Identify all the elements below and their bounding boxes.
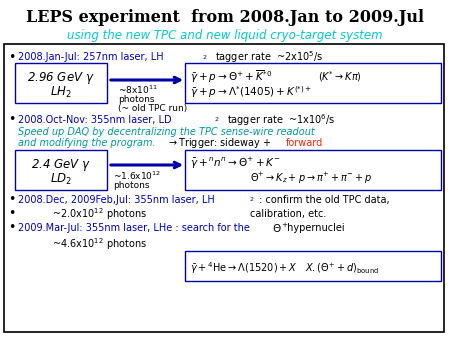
Text: ~4.6x10$^{12}$ photons: ~4.6x10$^{12}$ photons — [52, 236, 147, 252]
Text: •: • — [8, 193, 15, 207]
Text: 2008.Oct-Nov: 355nm laser, LD: 2008.Oct-Nov: 355nm laser, LD — [18, 115, 171, 125]
Text: using the new TPC and new liquid cryo-target system: using the new TPC and new liquid cryo-ta… — [67, 29, 383, 43]
Text: •: • — [8, 221, 15, 235]
Text: LEPS experiment  from 2008.Jan to 2009.Jul: LEPS experiment from 2008.Jan to 2009.Ju… — [26, 9, 424, 26]
Text: 2.96 GeV $\gamma$: 2.96 GeV $\gamma$ — [27, 70, 95, 86]
Text: $\bar{\gamma}+p\rightarrow\Lambda^{*}(1405)+K^{(*)+}$: $\bar{\gamma}+p\rightarrow\Lambda^{*}(14… — [190, 84, 312, 100]
Text: ~1.6x10$^{12}$: ~1.6x10$^{12}$ — [113, 170, 161, 182]
FancyBboxPatch shape — [15, 150, 107, 190]
Text: $\bar{\gamma}+^4\mathrm{He}\rightarrow\Lambda(1520)+X\quad X.(\Theta^{+}+d)_{\ma: $\bar{\gamma}+^4\mathrm{He}\rightarrow\L… — [190, 260, 379, 276]
Text: $_2$: $_2$ — [249, 195, 255, 204]
Text: $\Theta^+$: $\Theta^+$ — [272, 221, 289, 235]
Text: ~8x10$^{11}$: ~8x10$^{11}$ — [118, 84, 158, 96]
Text: and modifying the program.: and modifying the program. — [18, 138, 156, 148]
Text: 2008.Dec, 2009Feb,Jul: 355nm laser, LH: 2008.Dec, 2009Feb,Jul: 355nm laser, LH — [18, 195, 215, 205]
Text: $_2$: $_2$ — [202, 52, 207, 62]
FancyBboxPatch shape — [15, 63, 107, 103]
Text: 2008.Jan-Jul: 257nm laser, LH: 2008.Jan-Jul: 257nm laser, LH — [18, 52, 164, 62]
Text: (~ old TPC run): (~ old TPC run) — [118, 103, 187, 113]
Text: tagger rate  ~1x10$^6$/s: tagger rate ~1x10$^6$/s — [227, 112, 336, 128]
Text: •: • — [8, 208, 15, 220]
Text: $_2$: $_2$ — [214, 116, 220, 124]
Text: $LD_2$: $LD_2$ — [50, 171, 72, 187]
Text: calibration, etc.: calibration, etc. — [250, 209, 326, 219]
Text: $\rightarrow$Trigger: sideway +: $\rightarrow$Trigger: sideway + — [160, 136, 273, 150]
Text: tagger rate  ~2x10$^5$/s: tagger rate ~2x10$^5$/s — [215, 49, 324, 65]
Text: $\Theta^{+}\rightarrow K_z+p\rightarrow\pi^{+}+\pi^{-}+p$: $\Theta^{+}\rightarrow K_z+p\rightarrow\… — [250, 170, 373, 186]
FancyBboxPatch shape — [185, 63, 441, 103]
Text: 2.4 GeV $\gamma$: 2.4 GeV $\gamma$ — [31, 157, 91, 173]
Text: $(K^{*}\rightarrow K\pi)$: $(K^{*}\rightarrow K\pi)$ — [318, 70, 362, 84]
Text: 2009.Mar-Jul: 355nm laser, LHe : search for the: 2009.Mar-Jul: 355nm laser, LHe : search … — [18, 223, 253, 233]
FancyBboxPatch shape — [4, 44, 444, 332]
Text: $\bar{\gamma}+^{n}n^{n}\rightarrow\Theta^{+}+K^{-}$: $\bar{\gamma}+^{n}n^{n}\rightarrow\Theta… — [190, 155, 281, 171]
Text: : confirm the old TPC data,: : confirm the old TPC data, — [256, 195, 390, 205]
FancyBboxPatch shape — [185, 150, 441, 190]
Text: Speed up DAQ by decentralizing the TPC sense-wire readout: Speed up DAQ by decentralizing the TPC s… — [18, 127, 315, 137]
Text: $LH_2$: $LH_2$ — [50, 84, 72, 100]
Text: $\bar{\gamma}+p\rightarrow\Theta^{+}+\overline{K}^{*0}$: $\bar{\gamma}+p\rightarrow\Theta^{+}+\ov… — [190, 69, 272, 85]
Text: •: • — [8, 50, 15, 64]
FancyBboxPatch shape — [185, 251, 441, 281]
Text: •: • — [8, 114, 15, 126]
Text: photons: photons — [118, 95, 154, 103]
Text: forward: forward — [286, 138, 323, 148]
Text: hypernuclei: hypernuclei — [284, 223, 345, 233]
Text: ~2.0x10$^{12}$ photons: ~2.0x10$^{12}$ photons — [52, 206, 147, 222]
Text: photons: photons — [113, 180, 149, 190]
